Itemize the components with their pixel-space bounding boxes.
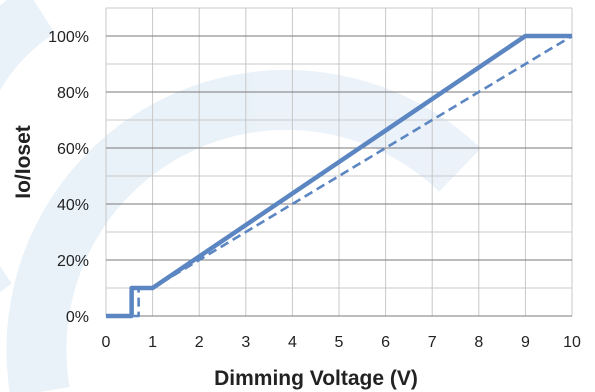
x-tick-label: 10 [563, 334, 581, 351]
gridlines [105, 7, 573, 317]
y-tick-labels: 0% 20% 40% 60% 80% 100% [48, 29, 89, 326]
y-tick-label: 100% [48, 29, 89, 46]
series-dashed-line [106, 34, 573, 318]
y-tick-label: 80% [57, 85, 89, 102]
x-tick-label: 2 [195, 334, 204, 351]
x-tick-label: 8 [474, 334, 483, 351]
x-tick-label: 0 [102, 334, 111, 351]
y-tick-label: 20% [57, 253, 89, 270]
y-axis-title: Io/Ioset [12, 125, 35, 199]
x-tick-label: 1 [148, 334, 157, 351]
y-tick-label: 0% [66, 309, 89, 326]
series-group [106, 33, 573, 319]
x-tick-labels: 0 1 2 3 4 5 6 7 8 9 10 [102, 334, 581, 351]
x-tick-label: 6 [381, 334, 390, 351]
watermark-logo [0, 0, 481, 392]
x-tick-label: 4 [288, 334, 297, 351]
y-tick-label: 60% [57, 141, 89, 158]
y-tick-label: 40% [57, 197, 89, 214]
x-tick-label: 7 [428, 334, 437, 351]
x-tick-label: 9 [521, 334, 530, 351]
x-tick-label: 5 [335, 334, 344, 351]
x-axis-title: Dimming Voltage (V) [214, 367, 418, 390]
x-tick-label: 3 [241, 334, 250, 351]
